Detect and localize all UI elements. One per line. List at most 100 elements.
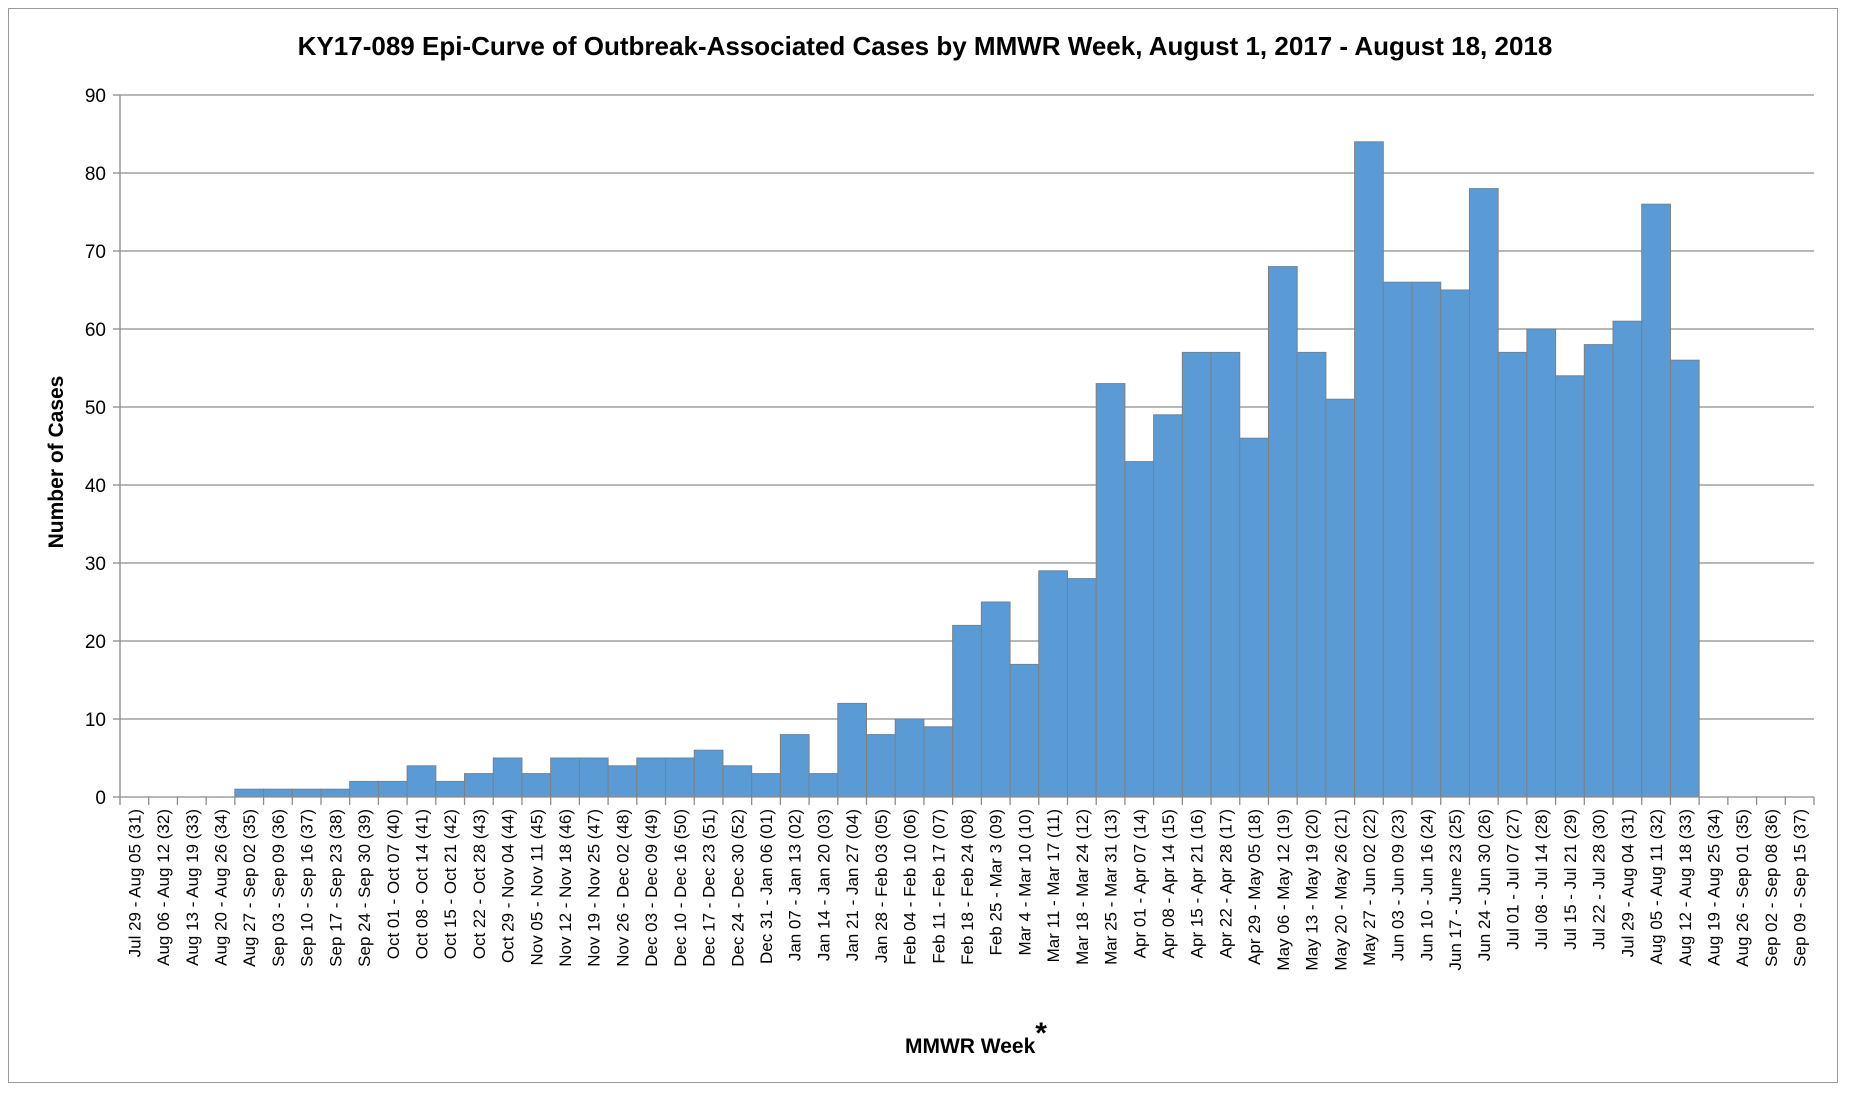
x-tick-label: Nov 26 - Dec 02 (48) [613, 809, 632, 967]
bar [521, 773, 552, 798]
bar [866, 734, 896, 798]
bar [320, 788, 351, 798]
x-tick-label: Dec 31 - Jan 06 (01) [757, 809, 776, 964]
x-tick-label: Feb 11 - Feb 17 (07) [929, 809, 948, 964]
x-tick-label: Nov 05 - Nov 11 (45) [527, 809, 546, 966]
x-tick-label: Mar 4 - Mar 10 (10) [1015, 809, 1034, 955]
bar [1038, 570, 1068, 798]
bar [607, 765, 638, 798]
x-tick-label: Dec 24 - Dec 30 (52) [728, 809, 747, 967]
x-tick-label: Aug 13 - Aug 19 (33) [183, 809, 202, 966]
bar [1526, 328, 1557, 798]
x-tick-label: Jan 21 - Jan 27 (04) [843, 809, 862, 961]
bar [1440, 289, 1470, 798]
x-tick-label: Dec 03 - Dec 09 (49) [642, 809, 661, 967]
x-tick-label: Jan 14 - Jan 20 (03) [814, 809, 833, 961]
x-tick-label: Apr 15 - Apr 21 (16) [1188, 809, 1207, 958]
x-tick-label: Aug 26 - Sep 01 (35) [1733, 809, 1752, 967]
x-tick-label: Jul 01 - Jul 07 (27) [1504, 809, 1523, 950]
bar [377, 780, 408, 798]
y-tick-label: 40 [85, 476, 106, 497]
bar [550, 757, 580, 798]
x-axis-title-marker: * [1035, 1017, 1047, 1050]
x-tick-label: Aug 12 - Aug 18 (33) [1676, 809, 1695, 966]
x-tick-label: Jul 15 - Jul 21 (29) [1561, 809, 1580, 950]
x-tick-label: Sep 02 - Sep 08 (36) [1762, 809, 1781, 967]
bar [1468, 188, 1499, 798]
y-tick-label: 70 [85, 242, 106, 263]
x-tick-label: Mar 18 - Mar 24 (12) [1073, 809, 1092, 965]
x-tick-label: Aug 06 - Aug 12 (32) [154, 809, 173, 966]
y-axis-title: Number of Cases [45, 376, 68, 549]
x-tick-label: May 20 - May 26 (21) [1331, 809, 1350, 971]
bar [1382, 281, 1413, 798]
x-tick-label: Jul 08 - Jul 14 (28) [1532, 809, 1551, 950]
x-tick-label: Apr 01 - Apr 07 (14) [1130, 809, 1149, 958]
x-tick-label: Dec 17 - Dec 23 (51) [700, 809, 719, 967]
x-axis-title: MMWR Week* [905, 1017, 1047, 1058]
x-tick-label: Sep 09 - Sep 15 (37) [1791, 809, 1810, 967]
x-tick-label: Sep 03 - Sep 09 (36) [269, 809, 288, 967]
x-tick-label: Jun 03 - Jun 09 (23) [1389, 809, 1408, 961]
x-tick-label: Oct 08 - Oct 14 (41) [412, 809, 431, 959]
bar [952, 624, 982, 798]
y-tick-label: 30 [85, 554, 106, 575]
bar [1354, 141, 1384, 798]
bar [435, 780, 466, 798]
bar [349, 780, 379, 798]
chart-title: KY17-089 Epi-Curve of Outbreak-Associate… [298, 31, 1553, 61]
x-tick-label: Aug 05 - Aug 11 (32) [1647, 809, 1666, 965]
bar [1267, 266, 1298, 798]
x-tick-label: Feb 18 - Feb 24 (08) [958, 809, 977, 965]
x-tick-label: Apr 22 - Apr 28 (17) [1216, 809, 1235, 958]
x-tick-label: Oct 01 - Oct 07 (40) [384, 809, 403, 959]
bar [837, 702, 868, 798]
x-tick-label: Jul 22 - Jul 28 (30) [1590, 809, 1609, 950]
bar [1641, 203, 1671, 798]
x-tick-label: May 06 - May 12 (19) [1274, 809, 1293, 971]
bar [291, 788, 322, 798]
bar [1095, 383, 1126, 798]
bar [1181, 351, 1212, 798]
x-tick-label: May 13 - May 19 (20) [1303, 809, 1322, 971]
x-tick-label: Jan 07 - Jan 13 (02) [786, 809, 805, 961]
y-tick-label: 10 [85, 710, 106, 731]
x-tick-label: Aug 20 - Aug 26 (34) [211, 809, 230, 966]
bar [578, 757, 609, 798]
bars [234, 141, 1700, 798]
x-tick-label: Feb 04 - Feb 10 (06) [901, 809, 920, 965]
bar [1210, 351, 1241, 798]
bar [492, 757, 523, 798]
bar [1325, 398, 1356, 798]
x-tick-label: Nov 19 - Nov 25 (47) [585, 809, 604, 967]
bar [406, 765, 437, 798]
x-tick-label: Jun 24 - Jun 30 (26) [1475, 809, 1494, 961]
x-tick-label: May 27 - Jun 02 (22) [1360, 809, 1379, 966]
x-tick-label: Jan 28 - Feb 03 (05) [872, 809, 891, 963]
bar [1153, 414, 1183, 798]
bar [779, 734, 810, 798]
y-axis-ticks: 0 10 20 30 40 50 60 70 80 90 [85, 86, 120, 809]
bar [894, 718, 925, 798]
x-tick-label: Feb 25 - Mar 3 (09) [987, 809, 1006, 955]
bar [751, 773, 781, 798]
y-tick-label: 50 [85, 398, 106, 419]
bar [665, 757, 695, 798]
bar [722, 765, 753, 798]
x-tick-label: Nov 12 - Nov 18 (46) [556, 809, 575, 967]
x-tick-label: Oct 29 - Nov 04 (44) [499, 809, 518, 963]
x-tick-label: Jul 29 - Aug 04 (31) [1618, 809, 1637, 957]
x-tick-label: Jun 17 - June 23 (25) [1446, 809, 1465, 971]
bar [693, 749, 724, 798]
y-tick-label: 20 [85, 632, 106, 653]
bar [1555, 375, 1585, 798]
x-axis-title-text: MMWR Week [905, 1035, 1036, 1058]
y-tick-label: 90 [85, 86, 106, 107]
bar [808, 773, 839, 798]
bar [1411, 281, 1442, 798]
x-tick-label: Mar 25 - Mar 31 (13) [1102, 809, 1121, 965]
x-tick-label: Apr 08 - Apr 14 (15) [1159, 809, 1178, 958]
x-tick-label: Jul 29 - Aug 05 (31) [125, 809, 144, 957]
x-tick-label: Apr 29 - May 05 (18) [1245, 809, 1264, 965]
